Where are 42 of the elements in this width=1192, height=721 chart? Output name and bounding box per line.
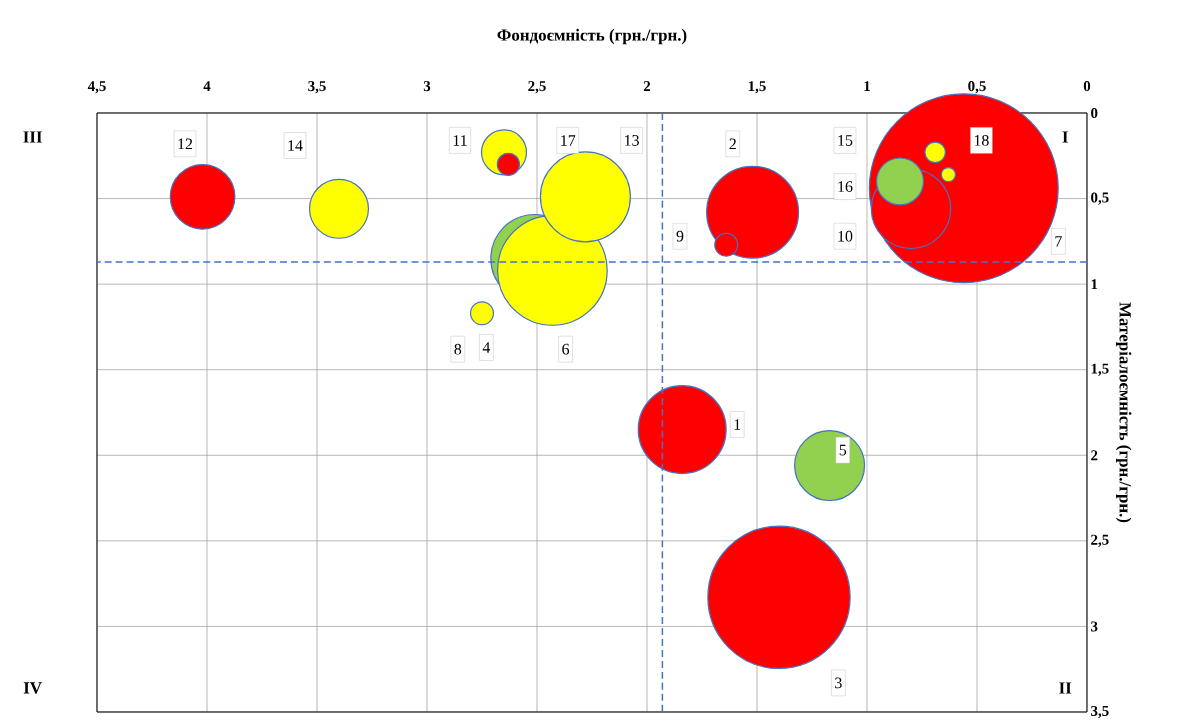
annotation: 6 (562, 343, 570, 355)
y-tick-label: 3 (1091, 621, 1098, 632)
y-tick-label: 0,5 (1091, 192, 1109, 205)
x-axis-title: Фондоємність (грн./грн.) (497, 28, 687, 45)
annotation: 9 (676, 230, 684, 242)
annotation: 14 (288, 140, 303, 151)
x-tick-label: 0 (1083, 80, 1091, 91)
annotation: 3 (835, 677, 842, 689)
x-tick-label: 3 (423, 80, 431, 91)
annotation: 4 (482, 342, 491, 353)
x-tick-label: 0,5 (968, 80, 986, 94)
y-tick-label: 0 (1091, 107, 1098, 118)
annotation: 2 (729, 138, 736, 149)
annotation: II (1059, 682, 1072, 694)
annotation: 10 (838, 230, 853, 242)
x-tick-label: 1 (864, 80, 870, 91)
x-tick-label: 2 (643, 80, 651, 91)
y-tick-label: 2 (1091, 450, 1098, 461)
y-tick-label: 1,5 (1091, 363, 1109, 376)
x-tick-label: 1,5 (748, 80, 766, 94)
annotation: 8 (454, 343, 462, 355)
x-tick-label: 4 (203, 80, 211, 91)
annotation: 1 (734, 419, 741, 430)
annotation: I (1062, 131, 1068, 143)
text: III (23, 131, 42, 143)
annotation: 7 (1055, 235, 1062, 247)
y-tick-label: 3,5 (1091, 705, 1109, 718)
text: IV (23, 682, 42, 694)
annotation: 16 (838, 181, 853, 192)
x-tick-label: 4,5 (87, 80, 106, 94)
y-tick-label: 1 (1091, 279, 1098, 289)
annotation: 17 (561, 134, 576, 146)
annotation: 13 (625, 134, 639, 146)
annotation: 11 (453, 134, 467, 146)
annotation: 5 (839, 444, 847, 456)
x-tick-label: 2,5 (528, 80, 546, 94)
y-axis-title: Матеріалоємність (грн./грн.) (1116, 302, 1132, 523)
annotation: 18 (974, 134, 989, 146)
y-tick-label: 2,5 (1091, 534, 1109, 547)
annotation: 15 (838, 134, 853, 146)
x-tick-label: 3,5 (308, 80, 326, 94)
annotation: 12 (178, 138, 193, 149)
